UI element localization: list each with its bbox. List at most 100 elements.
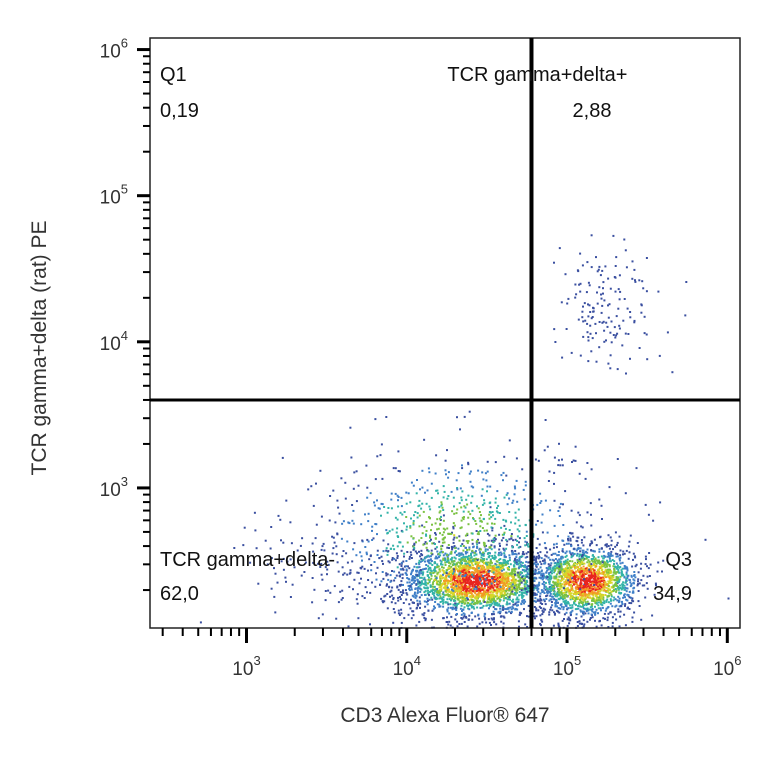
event-dot-3947 <box>557 562 560 565</box>
event-dot-1490 <box>542 577 545 579</box>
event-dot-1451 <box>481 621 484 624</box>
event-dot-3803 <box>622 550 625 553</box>
event-dot-4457 <box>410 517 412 520</box>
event-dot-3613 <box>588 574 591 577</box>
event-dot-1715 <box>416 589 419 592</box>
event-dot-4536 <box>422 510 425 513</box>
event-dot-3107 <box>584 601 587 604</box>
event-dot-63 <box>509 606 512 609</box>
event-dot-354 <box>549 548 552 551</box>
event-dot-418 <box>511 571 514 574</box>
event-dot-1748 <box>488 603 491 606</box>
event-dot-2349 <box>458 582 461 585</box>
event-dot-3786 <box>575 549 578 552</box>
event-dot-2283 <box>453 576 456 579</box>
event-dot-2387 <box>445 574 448 577</box>
event-dot-3368 <box>655 584 657 587</box>
event-dot-2066 <box>455 602 458 605</box>
event-dot-1338 <box>471 599 473 601</box>
event-dot-4390 <box>381 571 384 573</box>
event-dot-1636 <box>462 566 465 569</box>
event-dot-223 <box>489 599 492 602</box>
event-dot-4238 <box>466 597 469 599</box>
event-dot-4391 <box>366 496 369 499</box>
event-dot-4930 <box>483 502 486 505</box>
event-dot-1759 <box>456 587 459 590</box>
event-dot-1013 <box>357 617 360 620</box>
event-dot-4747 <box>442 509 445 511</box>
event-dot-975 <box>466 604 468 607</box>
event-dot-2236 <box>512 578 515 581</box>
event-dot-2122 <box>498 596 501 598</box>
event-dot-1112 <box>524 575 527 578</box>
event-dot-4600 <box>589 502 592 505</box>
event-dot-2354 <box>517 600 520 603</box>
event-dot-1854 <box>519 576 522 579</box>
event-dot-575 <box>375 572 377 575</box>
event-dot-876 <box>459 607 462 610</box>
event-dot-4182 <box>447 495 450 497</box>
event-dot-3989 <box>565 602 568 605</box>
event-dot-3120 <box>556 582 559 585</box>
event-dot-2386 <box>508 594 511 597</box>
event-dot-1744 <box>456 576 459 579</box>
event-dot-2315 <box>474 557 477 560</box>
event-dot-3365 <box>579 605 582 608</box>
event-dot-1309 <box>499 562 502 564</box>
event-dot-1556 <box>414 596 417 599</box>
event-dot-4865 <box>439 532 441 535</box>
event-dot-4988 <box>565 328 568 330</box>
event-dot-4827 <box>455 585 458 588</box>
event-dot-3509 <box>568 589 571 592</box>
event-dot-672 <box>463 566 466 569</box>
event-dot-55 <box>508 559 511 562</box>
event-dot-2040 <box>497 604 500 607</box>
event-dot-4448 <box>446 586 449 589</box>
event-dot-2069 <box>453 545 456 548</box>
event-dot-403 <box>534 617 536 620</box>
event-dot-150 <box>424 560 426 563</box>
event-dot-4121 <box>440 503 443 506</box>
event-dot-4352 <box>520 581 523 584</box>
event-dot-2255 <box>514 552 517 555</box>
event-dot-4821 <box>497 566 500 568</box>
event-dot-3839 <box>587 564 590 567</box>
event-dot-4083 <box>625 573 628 576</box>
event-dot-4694 <box>405 565 408 568</box>
event-dot-4609 <box>481 503 484 506</box>
event-dot-3364 <box>605 586 608 589</box>
event-dot-4453 <box>599 535 602 538</box>
event-dot-3841 <box>596 576 599 579</box>
event-dot-2833 <box>609 598 612 601</box>
event-dot-4679 <box>392 597 395 599</box>
event-dot-2556 <box>636 584 639 587</box>
event-dot-4655 <box>454 602 457 605</box>
event-dot-1234 <box>470 606 473 609</box>
event-dot-1842 <box>508 589 511 592</box>
event-dot-4033 <box>578 587 581 590</box>
event-dot-745 <box>522 551 525 553</box>
event-dot-3892 <box>633 555 636 558</box>
event-dot-4782 <box>433 596 436 599</box>
event-dot-2332 <box>469 591 472 594</box>
event-dot-4392 <box>508 511 511 513</box>
event-dot-4423 <box>502 568 505 571</box>
event-dot-1799 <box>482 562 485 565</box>
event-dot-758 <box>474 601 477 604</box>
event-dot-2845 <box>556 605 559 608</box>
event-dot-2150 <box>481 566 484 569</box>
event-dot-2067 <box>495 623 498 626</box>
event-dot-3458 <box>633 611 636 614</box>
event-dot-4617 <box>553 499 556 502</box>
event-dot-4272 <box>498 512 501 514</box>
event-dot-3911 <box>567 575 570 578</box>
event-dot-23 <box>499 612 502 615</box>
event-dot-2216 <box>540 619 543 622</box>
event-dot-2158 <box>504 597 507 599</box>
event-dot-3588 <box>577 570 580 573</box>
event-dot-4642 <box>468 548 471 551</box>
event-dot-47 <box>535 615 538 618</box>
event-dot-1687 <box>456 620 459 623</box>
event-dot-522 <box>439 576 442 579</box>
event-dot-3415 <box>605 589 608 592</box>
